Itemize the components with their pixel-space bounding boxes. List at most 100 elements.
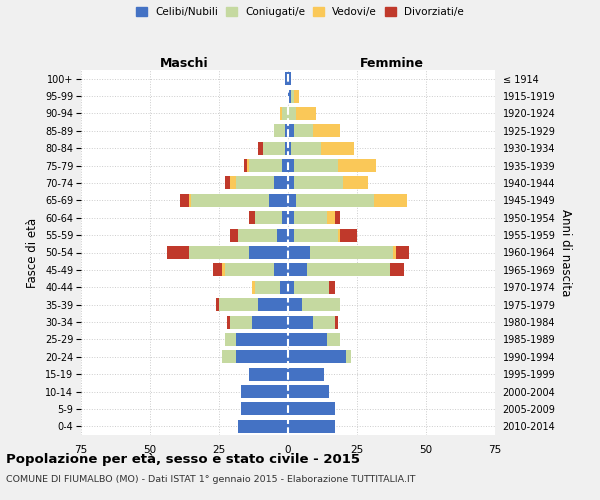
Bar bbox=[238, 420, 288, 433]
Bar bbox=[293, 90, 299, 102]
Bar bbox=[288, 228, 293, 241]
Bar bbox=[329, 280, 335, 294]
Bar bbox=[219, 298, 257, 311]
Bar bbox=[255, 211, 283, 224]
Bar bbox=[374, 194, 407, 207]
Bar bbox=[188, 194, 191, 207]
Bar bbox=[241, 385, 288, 398]
Text: Popolazione per età, sesso e stato civile - 2015: Popolazione per età, sesso e stato civil… bbox=[6, 452, 360, 466]
Bar bbox=[250, 368, 288, 380]
Bar bbox=[238, 228, 277, 241]
Bar bbox=[291, 90, 293, 102]
Bar bbox=[224, 333, 236, 346]
Bar bbox=[227, 316, 230, 328]
Bar bbox=[263, 142, 285, 154]
Bar bbox=[247, 159, 250, 172]
Bar bbox=[252, 280, 255, 294]
Bar bbox=[222, 350, 236, 364]
Bar bbox=[293, 211, 326, 224]
Bar bbox=[395, 246, 409, 259]
Bar bbox=[288, 385, 329, 398]
Bar bbox=[296, 194, 374, 207]
Bar bbox=[250, 246, 288, 259]
Bar bbox=[188, 246, 250, 259]
Bar bbox=[302, 298, 340, 311]
Bar bbox=[257, 298, 288, 311]
Bar bbox=[288, 124, 293, 138]
Bar bbox=[288, 194, 296, 207]
Bar bbox=[335, 211, 340, 224]
Bar bbox=[288, 90, 291, 102]
Bar bbox=[288, 280, 293, 294]
Text: Maschi: Maschi bbox=[160, 57, 209, 70]
Bar bbox=[283, 159, 288, 172]
Bar bbox=[230, 228, 238, 241]
Bar bbox=[288, 420, 335, 433]
Bar bbox=[288, 264, 307, 276]
Bar bbox=[236, 350, 288, 364]
Bar bbox=[214, 264, 222, 276]
Bar bbox=[313, 124, 340, 138]
Bar bbox=[288, 142, 291, 154]
Bar bbox=[338, 159, 376, 172]
Bar bbox=[236, 333, 288, 346]
Bar bbox=[274, 176, 288, 190]
Bar bbox=[285, 142, 288, 154]
Bar bbox=[291, 142, 321, 154]
Bar bbox=[293, 124, 313, 138]
Bar bbox=[343, 176, 368, 190]
Bar bbox=[293, 228, 338, 241]
Bar bbox=[252, 316, 288, 328]
Text: COMUNE DI FIUMALBO (MO) - Dati ISTAT 1° gennaio 2015 - Elaborazione TUTTITALIA.I: COMUNE DI FIUMALBO (MO) - Dati ISTAT 1° … bbox=[6, 475, 415, 484]
Bar bbox=[296, 107, 316, 120]
Bar bbox=[288, 246, 310, 259]
Legend: Celibi/Nubili, Coniugati/e, Vedovi/e, Divorziati/e: Celibi/Nubili, Coniugati/e, Vedovi/e, Di… bbox=[134, 5, 466, 20]
Bar bbox=[285, 124, 288, 138]
Bar bbox=[241, 402, 288, 415]
Bar bbox=[288, 211, 293, 224]
Bar bbox=[250, 211, 255, 224]
Bar bbox=[283, 211, 288, 224]
Bar bbox=[236, 176, 274, 190]
Bar bbox=[224, 264, 274, 276]
Bar bbox=[244, 159, 247, 172]
Bar bbox=[216, 298, 219, 311]
Bar bbox=[321, 142, 354, 154]
Bar bbox=[191, 194, 269, 207]
Bar bbox=[269, 194, 288, 207]
Bar bbox=[293, 159, 338, 172]
Bar bbox=[326, 333, 340, 346]
Bar bbox=[307, 264, 390, 276]
Bar bbox=[285, 72, 288, 85]
Bar bbox=[293, 176, 343, 190]
Bar bbox=[274, 264, 288, 276]
Bar bbox=[338, 228, 340, 241]
Bar bbox=[393, 246, 395, 259]
Bar bbox=[224, 176, 230, 190]
Bar bbox=[274, 124, 285, 138]
Bar bbox=[326, 211, 335, 224]
Bar bbox=[288, 350, 346, 364]
Bar bbox=[288, 159, 293, 172]
Bar bbox=[310, 246, 393, 259]
Bar bbox=[288, 176, 293, 190]
Bar bbox=[250, 159, 283, 172]
Bar bbox=[280, 280, 288, 294]
Bar bbox=[288, 333, 326, 346]
Text: Femmine: Femmine bbox=[359, 57, 424, 70]
Bar bbox=[313, 316, 335, 328]
Bar bbox=[288, 402, 335, 415]
Bar bbox=[335, 316, 338, 328]
Bar bbox=[181, 194, 188, 207]
Bar bbox=[167, 246, 188, 259]
Bar bbox=[340, 228, 357, 241]
Bar bbox=[390, 264, 404, 276]
Bar bbox=[257, 142, 263, 154]
Bar bbox=[230, 176, 236, 190]
Bar bbox=[288, 368, 324, 380]
Bar bbox=[230, 316, 252, 328]
Bar bbox=[255, 280, 280, 294]
Bar bbox=[277, 228, 288, 241]
Bar bbox=[346, 350, 352, 364]
Y-axis label: Anni di nascita: Anni di nascita bbox=[559, 209, 572, 296]
